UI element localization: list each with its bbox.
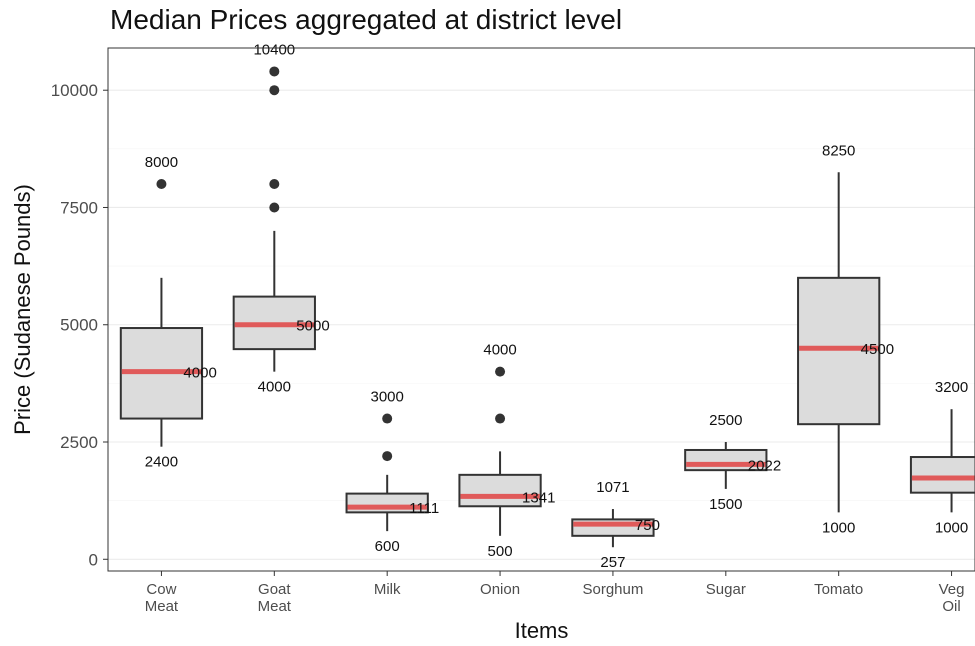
max-value-label: 8000 (145, 154, 178, 171)
x-tick-label: Tomato (814, 581, 863, 598)
chart-title: Median Prices aggregated at district lev… (110, 4, 623, 35)
median-value-label: 4000 (183, 365, 216, 382)
min-value-label: 1500 (709, 496, 742, 513)
max-value-label: 1071 (596, 479, 629, 496)
y-tick-label: 10000 (51, 81, 98, 100)
x-tick-label-line: Milk (374, 581, 401, 598)
x-tick-label-line: Meat (145, 598, 179, 615)
x-tick-label: Milk (374, 581, 401, 598)
max-value-label: 3200 (935, 379, 968, 396)
x-tick-label-line: Oil (942, 598, 960, 615)
max-value-label: 10400 (253, 41, 295, 58)
outlier-point (495, 366, 506, 377)
x-tick-label-line: Sorghum (582, 581, 643, 598)
x-tick-label: Veg Oil (939, 581, 965, 615)
x-tick-label: Sugar (706, 581, 746, 598)
min-value-label: 500 (488, 543, 513, 560)
x-tick-label-line: Goat (258, 581, 291, 598)
x-tick-label-line: Onion (480, 581, 520, 598)
x-axis-title: Items (515, 618, 569, 643)
box-group (232, 66, 316, 372)
min-value-label: 2400 (145, 454, 178, 471)
x-tick-label: Onion (480, 581, 520, 598)
x-tick-label-line: Cow (146, 581, 176, 598)
box-group (571, 509, 655, 548)
outlier-point (269, 66, 280, 77)
y-tick-label: 0 (89, 550, 98, 569)
min-value-label: 1000 (935, 519, 968, 536)
box-group (909, 409, 975, 513)
median-value-label: 1734 (974, 471, 975, 488)
y-tick-label: 5000 (60, 316, 98, 335)
min-value-label: 600 (375, 538, 400, 555)
y-axis-title: Price (Sudanese Pounds) (10, 184, 35, 435)
x-tick-label-line: Veg (939, 581, 965, 598)
box-layer (119, 66, 975, 548)
max-value-label: 4000 (483, 342, 516, 359)
outlier-point (156, 179, 167, 190)
median-value-label: 4500 (861, 341, 894, 358)
x-tick-label: Cow Meat (145, 581, 179, 615)
box-iqr (458, 473, 542, 508)
outlier-point (269, 179, 280, 190)
box-iqr (797, 276, 881, 426)
outlier-point (382, 451, 393, 462)
plot-panel-border (107, 47, 975, 572)
outlier-point (382, 413, 393, 424)
box-group (119, 179, 204, 447)
y-tick-label: 7500 (60, 198, 98, 217)
box-group (684, 442, 768, 489)
x-tick-label: Goat Meat (258, 581, 292, 615)
box-group (345, 413, 429, 532)
box-group (797, 172, 881, 513)
x-tick-label-line: Tomato (814, 581, 863, 598)
box-group (458, 366, 542, 536)
x-tick-label-line: Sugar (706, 581, 746, 598)
value-label-layer: 8000 4000 2400 10400 5000 4000 3000 1111 600 4000… (145, 41, 975, 571)
median-value-label: 1341 (522, 489, 555, 506)
max-value-label: 3000 (370, 389, 403, 406)
max-value-label: 2500 (709, 412, 742, 429)
max-value-label: 8250 (822, 142, 855, 159)
outlier-point (495, 413, 506, 424)
min-value-label: 4000 (258, 379, 291, 396)
median-value-label: 750 (635, 517, 660, 534)
x-tick-label: Sorghum (582, 581, 643, 598)
x-tick-label-line: Meat (258, 598, 292, 615)
median-value-label: 5000 (296, 318, 329, 335)
min-value-label: 1000 (822, 519, 855, 536)
outlier-point (269, 202, 280, 213)
median-value-label: 1111 (409, 500, 439, 517)
median-value-label: 2022 (748, 457, 781, 474)
y-tick-label: 2500 (60, 433, 98, 452)
box-iqr (909, 456, 975, 494)
min-value-label: 257 (600, 554, 625, 571)
outlier-point (269, 85, 280, 96)
